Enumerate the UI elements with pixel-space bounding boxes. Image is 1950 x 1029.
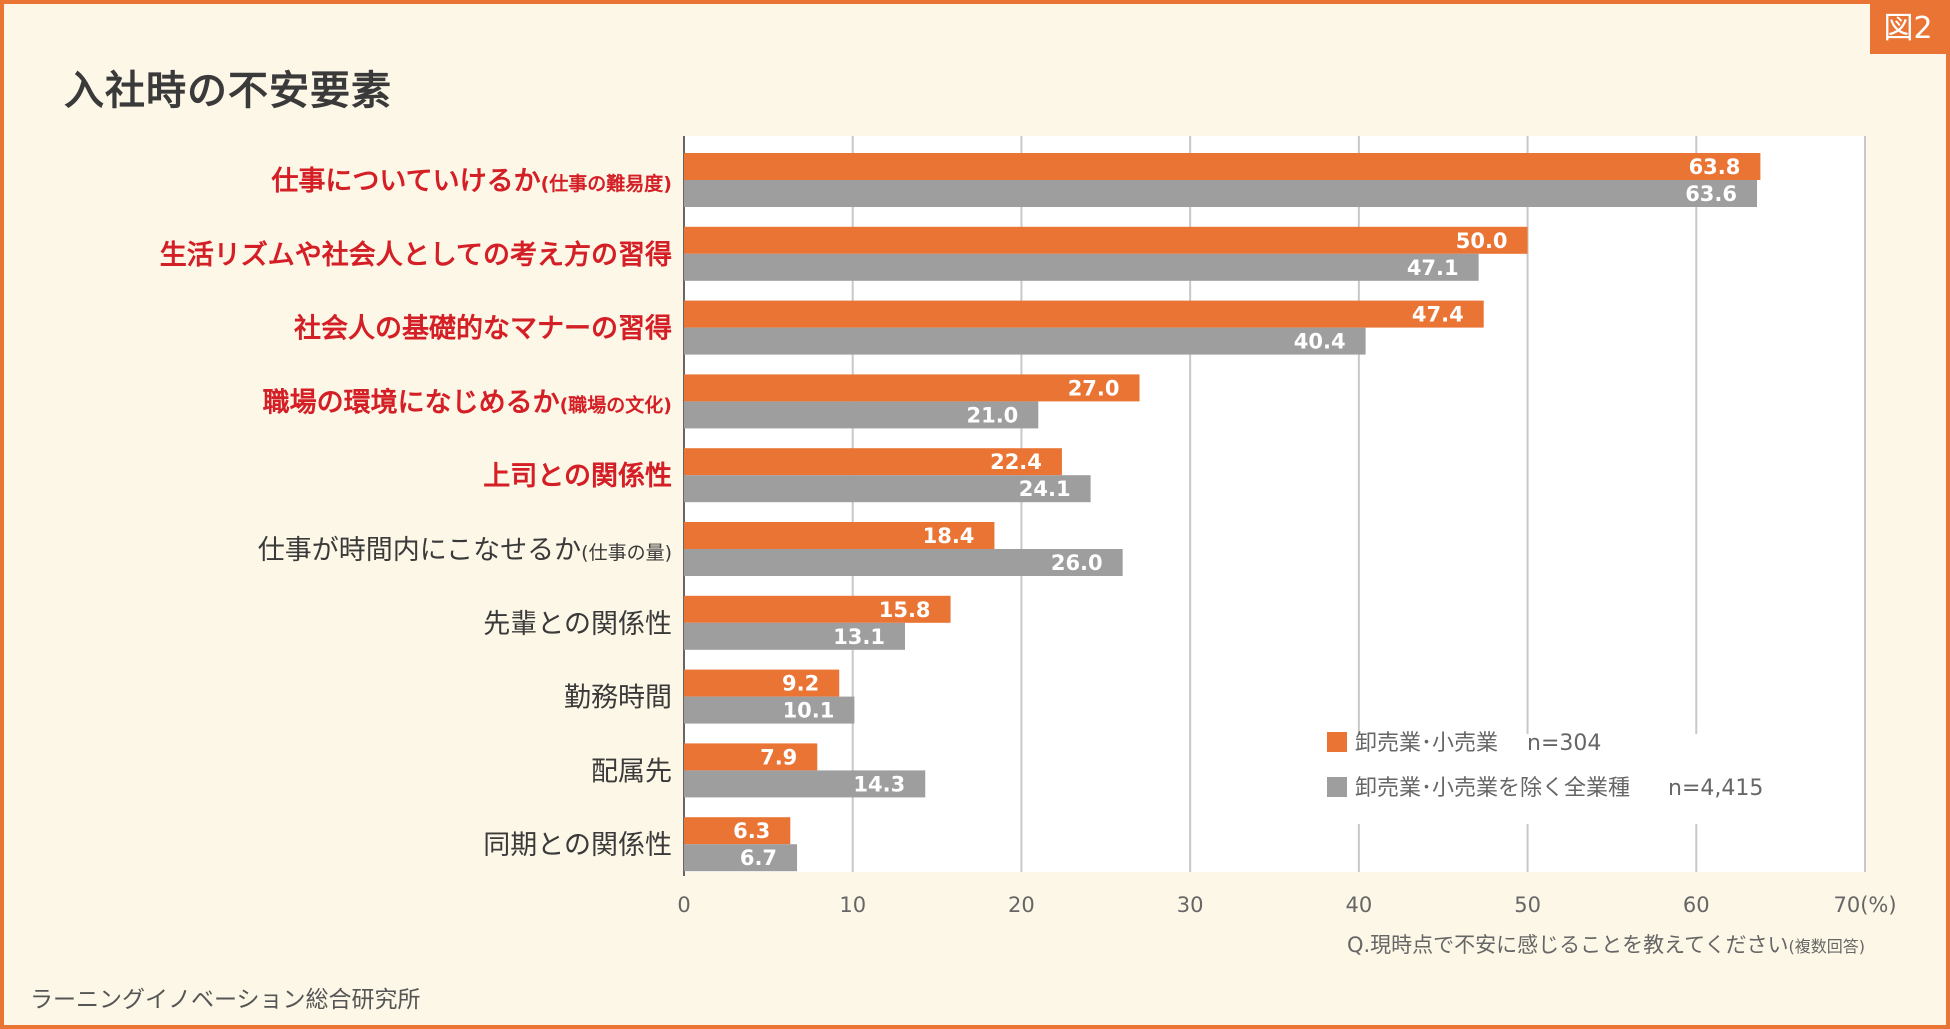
category-label-main: 職場の環境になじめるか <box>263 387 560 418</box>
category-label: 配属先 <box>591 756 672 787</box>
bar-value-label: 9.2 <box>782 672 819 696</box>
category-label-sub: (仕事の量) <box>581 542 672 564</box>
legend-label: 卸売業･小売業を除く全業種 <box>1355 776 1630 801</box>
category-label-main: 仕事が時間内にこなせるか <box>258 535 581 566</box>
bar-value-label: 6.7 <box>740 846 777 870</box>
bar <box>684 743 818 771</box>
bar-value-label: 27.0 <box>1068 376 1120 400</box>
bar <box>684 253 1479 281</box>
bar-value-label: 18.4 <box>923 524 975 548</box>
category-label-main: 仕事についていけるか <box>270 166 540 197</box>
bar-value-label: 22.4 <box>990 450 1042 474</box>
bar <box>684 374 1140 402</box>
x-tick-label: 50 <box>1514 893 1541 917</box>
category-label-main: 勤務時間 <box>564 683 672 714</box>
category-label: 仕事についていけるか(仕事の難易度) <box>270 166 672 197</box>
bar <box>684 153 1761 180</box>
x-tick-label: 70(%) <box>1833 893 1896 917</box>
bar <box>684 401 1039 429</box>
x-tick-label: 60 <box>1683 893 1710 917</box>
bar <box>684 770 926 798</box>
category-label-main: 上司との関係性 <box>483 461 672 492</box>
bar <box>684 669 840 697</box>
question-caption: Q.現時点で不安に感じることを教えてください(複数回答) <box>1347 933 1865 957</box>
bar <box>684 549 1123 576</box>
bar-value-label: 6.3 <box>733 819 770 843</box>
bar-value-label: 63.8 <box>1689 155 1741 179</box>
bar-value-label: 21.0 <box>966 403 1018 427</box>
question-note: (複数回答) <box>1789 937 1866 956</box>
bar-value-label: 47.4 <box>1412 303 1464 327</box>
bar <box>684 696 855 724</box>
legend-label: 卸売業･小売業 <box>1355 731 1498 756</box>
category-label-main: 先輩との関係性 <box>483 609 672 640</box>
category-label-sub: (仕事の難易度) <box>541 172 672 195</box>
legend-n: n=4,415 <box>1668 776 1763 801</box>
x-tick-label: 10 <box>839 893 866 917</box>
category-label-sub: (職場の文化) <box>560 393 672 416</box>
x-tick-label: 20 <box>1008 893 1035 917</box>
legend-swatch <box>1327 777 1347 797</box>
category-label: 同期との関係性 <box>483 830 672 861</box>
x-tick-label: 0 <box>677 893 690 917</box>
bar <box>684 817 791 845</box>
bar-value-label: 15.8 <box>879 598 931 622</box>
category-label: 仕事が時間内にこなせるか(仕事の量) <box>258 535 672 566</box>
bar-value-label: 40.4 <box>1294 330 1346 354</box>
category-label-main: 社会人の基礎的なマナーの習得 <box>294 313 672 345</box>
bar-value-label: 13.1 <box>833 625 885 649</box>
bar-value-label: 14.3 <box>853 772 905 796</box>
x-tick-label: 40 <box>1345 893 1372 917</box>
legend-n: n=304 <box>1527 731 1601 756</box>
bar <box>684 300 1484 328</box>
category-label-main: 生活リズムや社会人としての考え方の習得 <box>160 239 672 271</box>
bar-value-label: 24.1 <box>1019 477 1071 501</box>
x-tick-label: 30 <box>1177 893 1204 917</box>
legend-swatch <box>1327 732 1347 752</box>
bar-value-label: 50.0 <box>1456 229 1508 253</box>
figure-tag: 図2 <box>1870 4 1946 54</box>
source-credit: ラーニングイノベーション総合研究所 <box>30 987 421 1013</box>
legend-background <box>1319 734 1799 824</box>
category-label: 職場の環境になじめるか(職場の文化) <box>263 387 672 418</box>
bar <box>684 180 1758 207</box>
bar-value-label: 26.0 <box>1051 551 1103 575</box>
category-label: 勤務時間 <box>564 683 672 714</box>
bar-value-label: 10.1 <box>783 699 835 723</box>
bar-value-label: 63.6 <box>1685 182 1737 206</box>
bar <box>684 327 1366 355</box>
category-label-main: 同期との関係性 <box>483 830 672 861</box>
question-text: Q.現時点で不安に感じることを教えてください <box>1347 933 1789 957</box>
bar-value-label: 47.1 <box>1407 256 1459 280</box>
bar <box>684 475 1091 503</box>
category-label: 先輩との関係性 <box>483 609 672 640</box>
bar <box>684 226 1528 254</box>
category-label: 社会人の基礎的なマナーの習得 <box>294 313 672 345</box>
category-label: 上司との関係性 <box>483 461 672 492</box>
bar <box>684 522 995 549</box>
bar <box>684 448 1062 476</box>
bar <box>684 622 906 650</box>
bar-value-label: 7.9 <box>760 745 797 769</box>
bar <box>684 595 951 623</box>
bar <box>684 844 798 872</box>
category-label-main: 配属先 <box>591 756 672 787</box>
chart-title: 入社時の不安要素 <box>64 68 392 114</box>
category-label: 生活リズムや社会人としての考え方の習得 <box>160 239 672 271</box>
